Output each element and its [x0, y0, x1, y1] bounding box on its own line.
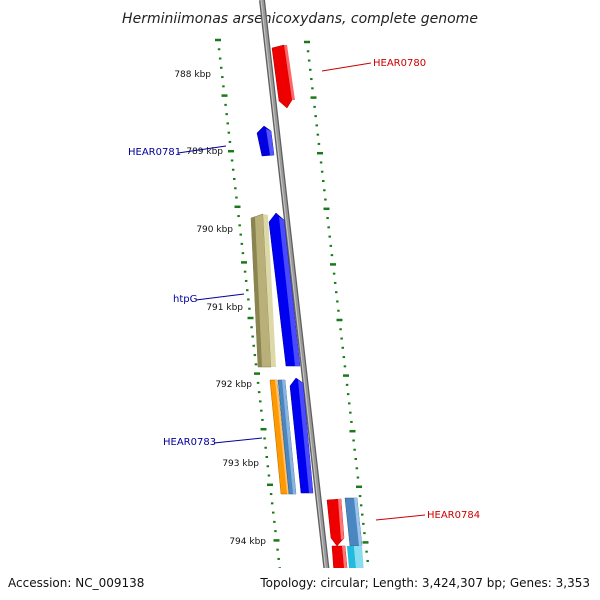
gene-htpg[interactable] — [250, 213, 276, 368]
label-htpg[interactable]: htpG — [173, 294, 197, 305]
label-hear0781[interactable]: HEAR0781 — [128, 147, 181, 158]
scale-label-793: 793 kbp — [222, 459, 259, 469]
accession-text: Accession: NC_009138 — [8, 576, 144, 590]
scale-label-794: 794 kbp — [229, 537, 266, 547]
scale-labels: 788 kbp 789 kbp 790 kbp 791 kbp 792 kbp … — [174, 70, 266, 547]
scale-label-791: 791 kbp — [206, 303, 243, 313]
scale-label-789: 789 kbp — [186, 147, 223, 157]
label-hear0780[interactable]: HEAR0780 — [373, 58, 426, 69]
gene-hear0784[interactable] — [326, 498, 345, 547]
label-hear0784[interactable]: HEAR0784 — [427, 510, 480, 521]
gene-steel-2[interactable] — [344, 497, 363, 547]
label-hear0783[interactable]: HEAR0783 — [163, 437, 216, 448]
gene-hear0781[interactable] — [256, 125, 275, 157]
gene-features — [250, 44, 366, 600]
gene-blue-2[interactable] — [268, 212, 301, 367]
footer-band — [0, 568, 600, 600]
gene-steel-1[interactable] — [277, 379, 297, 495]
map-title: Herminiimonas arsenicoxydans, complete g… — [122, 11, 478, 27]
gene-blue-3[interactable] — [289, 377, 314, 494]
gene-hear0780[interactable] — [271, 44, 295, 109]
scale-label-792: 792 kbp — [215, 380, 252, 390]
scale-label-788: 788 kbp — [174, 70, 211, 80]
scale-label-790: 790 kbp — [196, 225, 233, 235]
genome-backbone — [259, 0, 333, 600]
genome-summary-text: Topology: circular; Length: 3,424,307 bp… — [259, 576, 590, 590]
gene-labels: HEAR0780 HEAR0781 htpG HEAR0783 HEAR0784 — [128, 58, 480, 521]
